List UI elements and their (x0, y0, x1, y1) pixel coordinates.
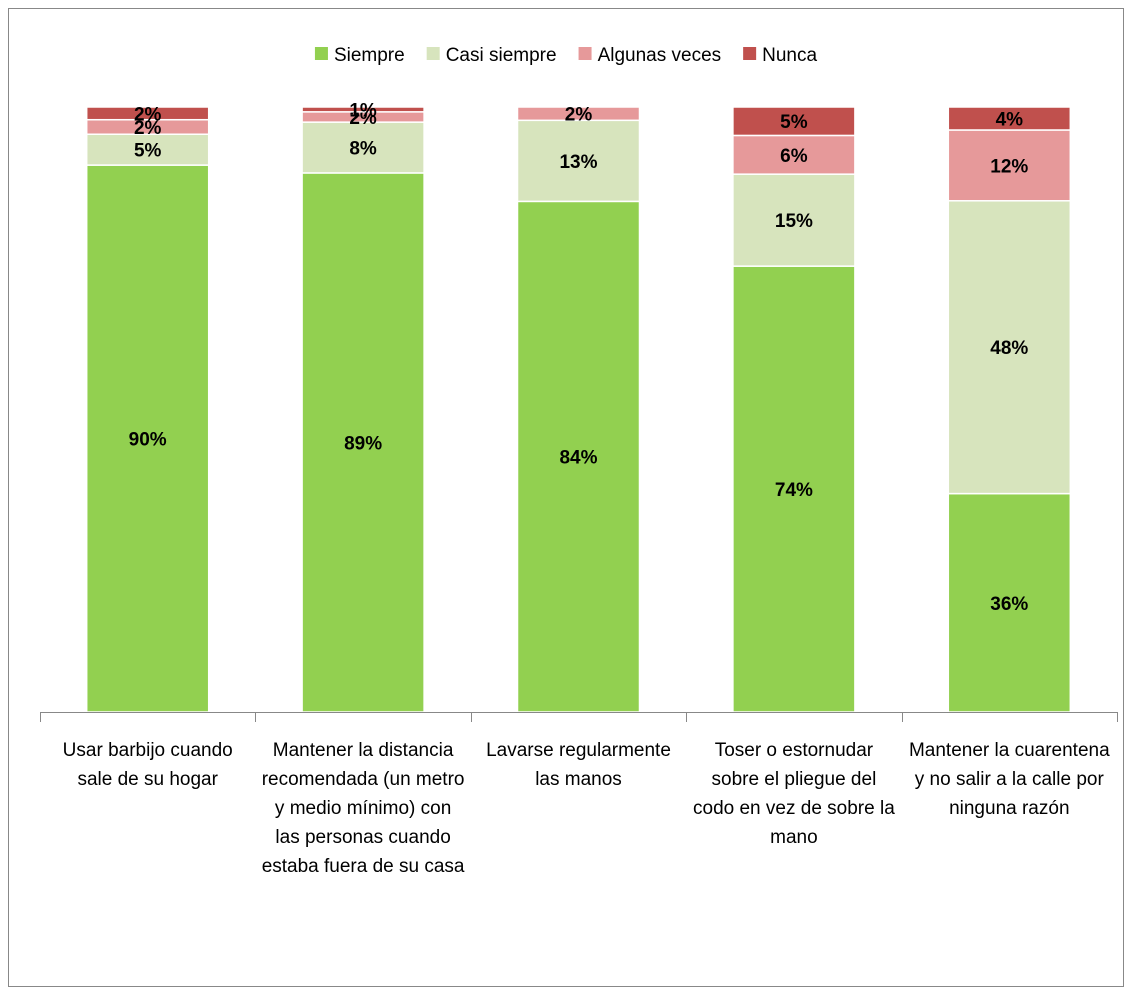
legend-swatch (426, 47, 440, 60)
legend: Siempre Casi siempre Algunas veces Nunca (314, 45, 817, 66)
x-tick-line: codo en vez de sobre la (693, 798, 895, 819)
bar-segment (301, 106, 425, 113)
legend-swatch (314, 47, 328, 60)
legend-label: Siempre (334, 45, 405, 66)
data-label: 48% (990, 338, 1028, 359)
x-tick-line: sale de su hogar (77, 769, 218, 790)
bar-segment (732, 134, 856, 175)
bar-segment (947, 106, 1072, 131)
legend-swatch (578, 47, 592, 60)
x-tick-line: Mantener la cuarentena (909, 740, 1110, 761)
bar-segment (947, 129, 1072, 202)
legend-label: Algunas veces (598, 45, 722, 66)
x-tick-line: Mantener la distancia (273, 740, 454, 761)
x-tick-line: y no salir a la calle por (915, 769, 1105, 790)
data-label: 5% (780, 112, 808, 133)
bar-segment (85, 106, 210, 121)
data-label: 8% (349, 139, 377, 160)
x-tick-line: Toser o estornudar (715, 740, 874, 761)
data-label: 5% (134, 141, 162, 162)
data-label: 13% (559, 152, 597, 173)
x-tick-line: sobre el pliegue del (712, 769, 877, 790)
x-tick-label: Usar barbijo cuando sale de su hogar (63, 740, 233, 790)
x-tick-label: Lavarse regularmente las manos (486, 740, 671, 790)
data-label: 6% (780, 146, 808, 167)
data-label: 90% (129, 430, 167, 451)
x-tick-line: Lavarse regularmente (486, 740, 671, 761)
x-tick-line: Usar barbijo cuando (63, 740, 233, 761)
x-tick-line: y medio mínimo) con (275, 798, 451, 819)
x-tick-line: las personas cuando (275, 827, 450, 848)
x-tick-label: Toser o estornudar sobre el pliegue del co… (693, 740, 895, 848)
data-label: 2% (134, 118, 162, 139)
x-tick-line: recomendada (un metro (262, 769, 465, 790)
x-tick-line: las manos (535, 769, 622, 790)
bar-segment (732, 106, 856, 137)
data-label: 12% (990, 156, 1028, 177)
bar-segment (947, 492, 1072, 713)
data-label: 4% (996, 109, 1024, 130)
bar-segment (516, 119, 641, 203)
bar-segment (947, 200, 1072, 495)
x-tick-label: Mantener la distancia recomendada (un met… (262, 740, 465, 877)
legend-label: Casi siempre (446, 45, 557, 66)
x-tick-line: ninguna razón (949, 798, 1069, 819)
data-label: 2% (134, 104, 162, 125)
bar-segment (85, 164, 210, 713)
x-tick-label: Mantener la cuarentena y no salir a la ca… (909, 740, 1110, 819)
data-label: 36% (990, 594, 1028, 615)
data-label: 84% (559, 448, 597, 469)
data-label: 2% (565, 105, 593, 126)
bar-segment (516, 106, 641, 122)
legend-label: Nunca (762, 45, 817, 66)
data-label: 1% (349, 100, 377, 121)
legend-swatch (743, 47, 757, 60)
data-label: 89% (344, 433, 382, 454)
data-label: 15% (775, 211, 813, 232)
data-label: 74% (775, 480, 813, 501)
bar-segment (732, 265, 856, 713)
data-label: 2% (349, 108, 377, 129)
bar-segment (516, 200, 641, 713)
x-tick-line: estaba fuera de su casa (262, 856, 465, 877)
x-tick-line: mano (770, 827, 818, 848)
bar-segment (732, 173, 856, 267)
